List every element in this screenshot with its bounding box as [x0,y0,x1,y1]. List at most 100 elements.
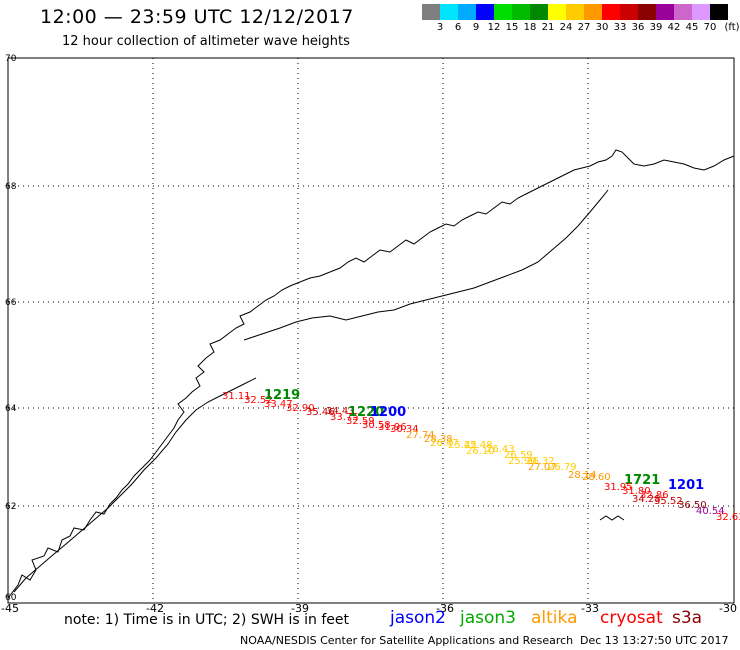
legend-swatch [476,4,494,20]
wave-height-label: 27.07 [528,462,557,473]
lat-label: 68 [5,182,17,192]
legend-swatch [692,4,710,20]
wave-height-label: 31.95 [604,482,633,493]
lat-label: 62 [5,502,16,512]
wave-height-label: 40.54 [696,506,725,517]
legend-label: 36 [631,22,645,33]
legend-swatch [710,4,728,20]
track-time-label: 1721 [624,473,660,488]
wave-height-label: 26.32 [526,456,555,467]
satellite-cryosat-label: cryosat [600,608,663,628]
wave-height-label: 34.43 [326,406,355,417]
satellite-altika-label: altika [531,608,578,628]
legend-swatch [530,4,548,20]
legend-label: 27 [577,22,591,33]
legend-swatch [422,4,440,20]
wave-height-label: 26.47 [430,438,459,449]
wave-height-label: 36.50 [678,500,707,511]
wave-height-label: 25.90 [508,456,537,467]
lon-label: -33 [581,602,599,615]
legend-label: 6 [454,22,462,33]
wave-height-label: 32.59 [346,416,375,427]
wave-height-color-legend [422,4,728,20]
wave-height-label: 25.42 [448,440,477,451]
lat-label: 70 [5,54,17,64]
wave-height-label: 26.59 [504,450,533,461]
legend-swatch [620,4,638,20]
lat-label: 64 [5,404,17,414]
satellite-jason2-label: jason2 [390,608,446,628]
observation-labels: 31.1132.5233.47121932.9035.4634.4333.751… [222,388,740,523]
units-note: note: 1) Time is in UTC; 2) SWH is in fe… [64,612,350,628]
legend-swatch [494,4,512,20]
greenland-coastline [7,149,735,599]
wave-height-label: 30.34 [390,424,419,435]
track-time-label: 1219 [264,388,300,403]
legend-swatch [602,4,620,20]
legend-label: 70 [703,22,717,33]
legend-label: (ft) [724,22,740,33]
legend-swatch [638,4,656,20]
wave-height-label: 26.79 [548,462,577,473]
wave-height-label: 32.52 [244,395,273,406]
lon-label: -42 [146,602,164,615]
legend-label: 24 [559,22,573,33]
lon-label: -39 [291,602,309,615]
map-frame [7,57,735,604]
graticule [8,58,734,603]
legend-swatch [584,4,602,20]
legend-label: 3 [436,22,444,33]
lon-label: -36 [436,602,454,615]
page-subtitle: 12 hour collection of altimeter wave hei… [62,34,350,49]
wave-height-label: 32.90 [286,403,315,414]
wave-height-label: 35.52 [654,496,683,507]
track-time-label: 1220 [348,405,384,420]
legend-labels: 3 6 9 12 15 18 21 24 27 30 33 36 39 42 4… [422,22,740,36]
wave-height-label: 30.58 [362,420,391,431]
wave-height-label: 33.75 [330,412,359,423]
generated-timestamp: Dec 13 13:27:50 UTC 2017 [580,634,729,647]
legend-label: 45 [685,22,699,33]
legend-label: 15 [505,22,519,33]
wave-height-label: 32.63 [716,512,740,523]
legend-swatch [656,4,674,20]
coastline-fjords-lower [13,377,257,593]
legend-swatch [548,4,566,20]
wave-height-label: 32.86 [640,490,669,501]
wave-height-label: 28.14 [568,470,597,481]
legend-swatch [674,4,692,20]
lon-label: -30 [719,602,737,615]
wave-height-label: 34.28 [632,494,661,505]
wave-height-label: 28.60 [582,472,611,483]
legend-label: 39 [649,22,663,33]
wave-height-label: 31.80 [622,486,651,497]
track-time-label: 1200 [370,405,406,420]
satellite-jason3-label: jason3 [460,608,516,628]
track-time-label: 1201 [668,478,704,493]
coastline-fjords-upper [243,189,609,341]
legend-swatch [458,4,476,20]
satellite-s3a-label: s3a [672,608,703,628]
wave-height-label: 33.47 [264,399,293,410]
legend-swatch [512,4,530,20]
wave-height-label: 26.43 [486,444,515,455]
lon-label: -45 [1,602,19,615]
legend-label: 30 [595,22,609,33]
legend-label: 12 [487,22,501,33]
credit-text: NOAA/NESDIS Center for Satellite Applica… [240,634,574,647]
wave-height-label: 28.38 [424,434,453,445]
legend-label: 42 [667,22,681,33]
legend-label: 18 [523,22,537,33]
lat-label: 66 [5,298,17,308]
legend-swatch [566,4,584,20]
page-title: 12:00 — 23:59 UTC 12/12/2017 [40,6,354,28]
wave-height-label: 27.74 [406,430,435,441]
wave-height-label: 31.11 [222,391,251,402]
wave-height-label: 25.48 [464,440,493,451]
wave-height-label: 26.10 [466,446,495,457]
wave-height-label: 31.96 [378,422,407,433]
legend-swatch [440,4,458,20]
lat-label: 60 [5,593,17,603]
wave-height-label: 35.46 [306,407,335,418]
